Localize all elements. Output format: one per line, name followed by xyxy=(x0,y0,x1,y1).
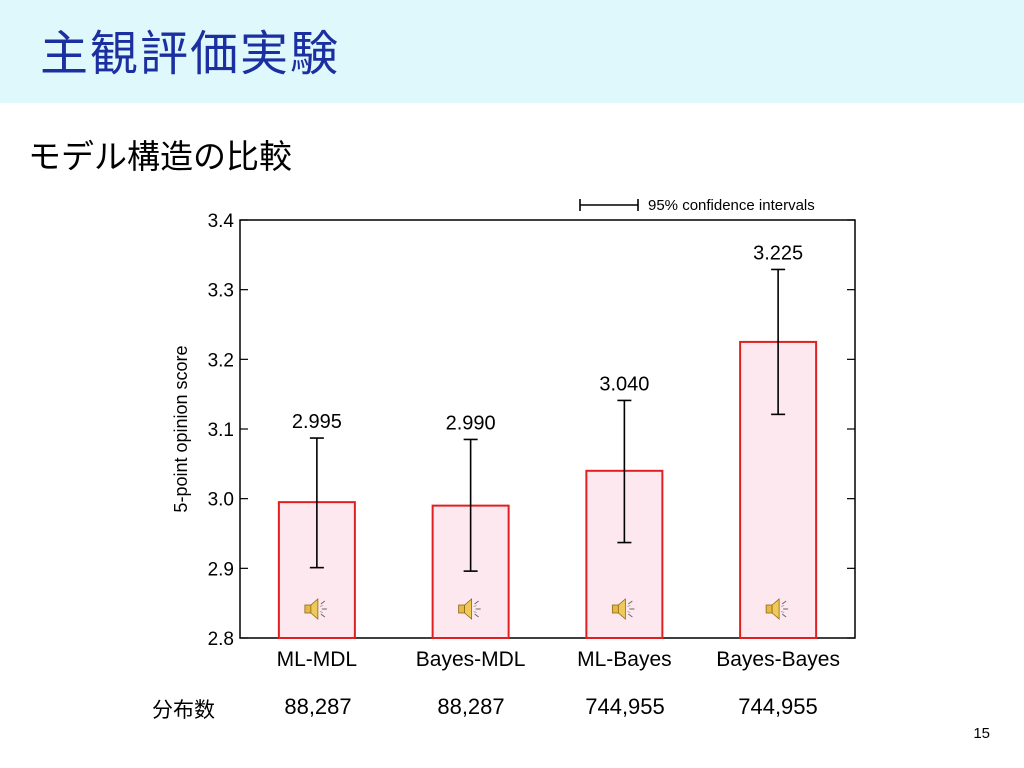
distribution-value: 88,287 xyxy=(284,694,352,719)
data-label: 3.040 xyxy=(599,373,649,395)
speaker-icon[interactable] xyxy=(304,598,327,620)
slide-subtitle: モデル構造の比較 xyxy=(28,137,292,176)
x-tick-label: Bayes-MDL xyxy=(416,648,526,671)
data-label: 3.225 xyxy=(753,242,803,264)
x-tick-label: ML-Bayes xyxy=(577,648,672,671)
x-tick-label: Bayes-Bayes xyxy=(716,648,840,671)
speaker-icon[interactable] xyxy=(765,598,789,620)
y-tick-label: 3.2 xyxy=(208,350,234,371)
speaker-icon[interactable] xyxy=(458,598,481,620)
data-label: 2.990 xyxy=(446,412,496,434)
distribution-value: 744,955 xyxy=(585,694,665,719)
y-tick-label: 3.4 xyxy=(208,211,235,232)
distribution-value: 88,287 xyxy=(437,694,505,719)
legend-label: 95% confidence intervals xyxy=(648,197,815,214)
y-tick-label: 2.9 xyxy=(208,559,234,580)
distribution-value: 744,955 xyxy=(738,694,818,719)
distribution-row: 分布数 88,287 88,287 744,955 744,955 xyxy=(0,692,1024,726)
page-number: 15 xyxy=(973,725,990,742)
speaker-icon[interactable] xyxy=(611,598,635,620)
slide-title: 主観評価実験 xyxy=(40,26,341,82)
y-axis-label: 5-point opinion score xyxy=(171,345,191,512)
distribution-label: 分布数 xyxy=(152,698,215,722)
y-tick-label: 2.8 xyxy=(208,629,234,650)
x-tick-label: ML-MDL xyxy=(277,648,358,671)
data-label: 2.995 xyxy=(292,411,342,433)
y-tick-label: 3.1 xyxy=(208,420,234,441)
y-tick-label: 3.3 xyxy=(208,281,234,302)
title-bar xyxy=(0,0,1024,103)
y-tick-label: 3.0 xyxy=(208,490,234,511)
